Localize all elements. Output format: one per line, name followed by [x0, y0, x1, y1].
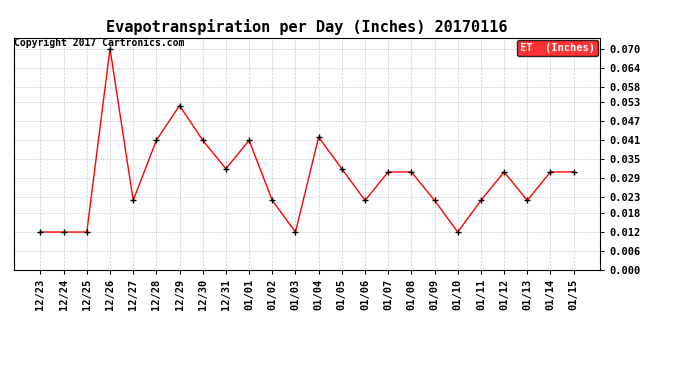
Text: Copyright 2017 Cartronics.com: Copyright 2017 Cartronics.com	[14, 38, 184, 48]
Legend: ET  (Inches): ET (Inches)	[517, 40, 598, 56]
Title: Evapotranspiration per Day (Inches) 20170116: Evapotranspiration per Day (Inches) 2017…	[106, 19, 508, 35]
